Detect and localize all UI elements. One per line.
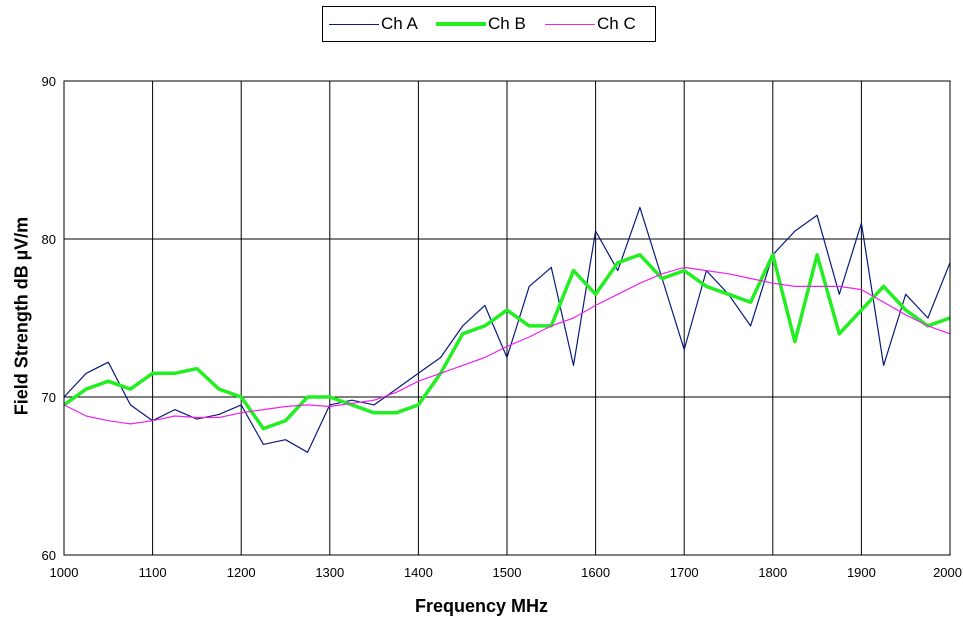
legend-swatch-ch-a (329, 23, 379, 25)
legend-label-ch-c: Ch C (597, 14, 636, 33)
y-tick-label: 80 (42, 232, 56, 247)
y-axis-title: Field Strength dB µV/m (11, 216, 32, 416)
series-line-ch-c (63, 266, 951, 425)
x-tick-label: 1500 (493, 565, 522, 580)
x-tick-label: 1800 (758, 565, 787, 580)
x-tick-label: 1400 (404, 565, 433, 580)
series-line-ch-b (62, 253, 951, 431)
legend-item-ch-a: Ch A (329, 7, 418, 41)
legend-item-ch-c: Ch C (545, 7, 636, 41)
x-tick-label: 1100 (139, 565, 167, 580)
x-tick-label: 1300 (315, 565, 344, 580)
legend-label-ch-b: Ch B (488, 14, 526, 33)
legend: Ch A Ch B Ch C (322, 6, 656, 42)
x-axis-title: Frequency MHz (414, 596, 549, 616)
x-tick-label: 1600 (581, 565, 610, 580)
x-tick-label: 2000 (933, 565, 962, 580)
x-tick-label: 1000 (50, 565, 79, 580)
x-tick-labels: 1000 1100 1200 1300 1400 1500 1600 1700 1800 1900… (50, 565, 962, 580)
legend-item-ch-b: Ch B (436, 7, 526, 41)
x-tick-label: 1700 (670, 565, 699, 580)
legend-swatch-ch-b (436, 22, 486, 26)
x-tick-label: 1900 (847, 565, 876, 580)
series-line-ch-a (63, 206, 951, 453)
x-tick-label: 1200 (227, 565, 256, 580)
plot-area-border (63, 80, 951, 556)
legend-label-ch-a: Ch A (381, 14, 418, 33)
y-tick-labels: 60 70 80 90 (42, 74, 56, 563)
y-tick-label: 70 (42, 390, 56, 405)
series-group (62, 206, 951, 453)
y-tick-label: 60 (42, 548, 56, 563)
legend-swatch-ch-c (545, 23, 595, 25)
y-tick-label: 90 (42, 74, 56, 89)
grid (63, 80, 951, 556)
